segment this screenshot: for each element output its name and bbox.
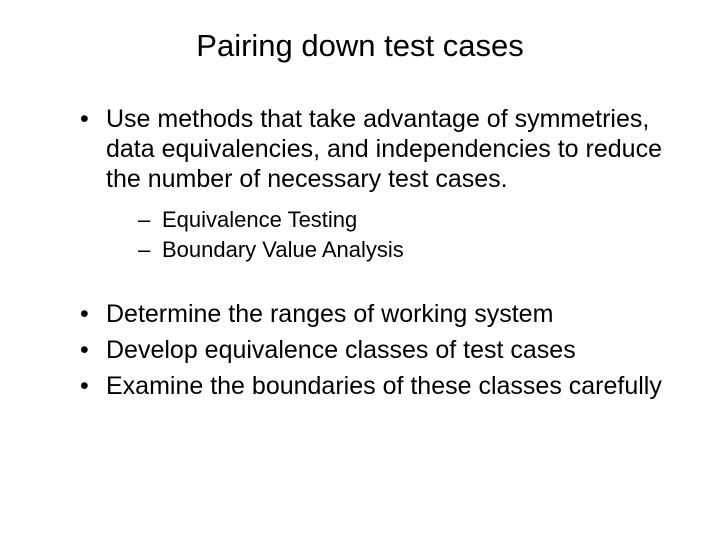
bullet-item: Use methods that take advantage of symme…	[80, 104, 670, 263]
bullet-text: Develop equivalence classes of test case…	[106, 336, 576, 364]
sub-bullet-list: Equivalence Testing Boundary Value Analy…	[106, 206, 670, 263]
bullet-item: Examine the boundaries of these classes …	[80, 371, 670, 401]
bullet-list-2: Determine the ranges of working system D…	[50, 299, 670, 401]
bullet-text: Examine the boundaries of these classes …	[106, 372, 662, 400]
bullet-item: Determine the ranges of working system	[80, 299, 670, 329]
bullet-item: Develop equivalence classes of test case…	[80, 335, 670, 365]
sub-bullet-text: Boundary Value Analysis	[162, 237, 404, 262]
bullet-list-1: Use methods that take advantage of symme…	[50, 104, 670, 263]
sub-bullet-item: Equivalence Testing	[138, 206, 670, 234]
bullet-text: Determine the ranges of working system	[106, 300, 553, 328]
slide-title: Pairing down test cases	[50, 28, 670, 64]
sub-bullet-item: Boundary Value Analysis	[138, 236, 670, 264]
sub-bullet-text: Equivalence Testing	[162, 207, 357, 232]
bullet-text: Use methods that take advantage of symme…	[106, 105, 662, 193]
